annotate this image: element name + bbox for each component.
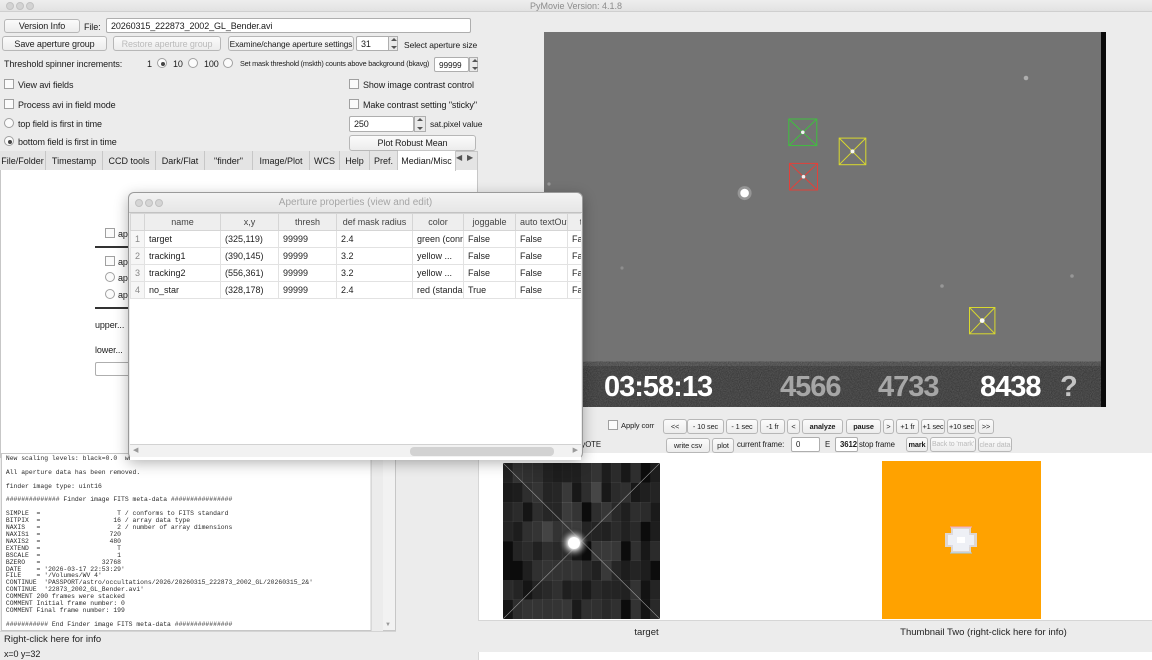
svg-text:03:58:13: 03:58:13 — [604, 371, 713, 403]
svg-text:4733: 4733 — [878, 371, 939, 403]
svg-text:?: ? — [1060, 371, 1078, 403]
svg-text:8438: 8438 — [980, 371, 1041, 403]
svg-text:4566: 4566 — [780, 371, 841, 403]
